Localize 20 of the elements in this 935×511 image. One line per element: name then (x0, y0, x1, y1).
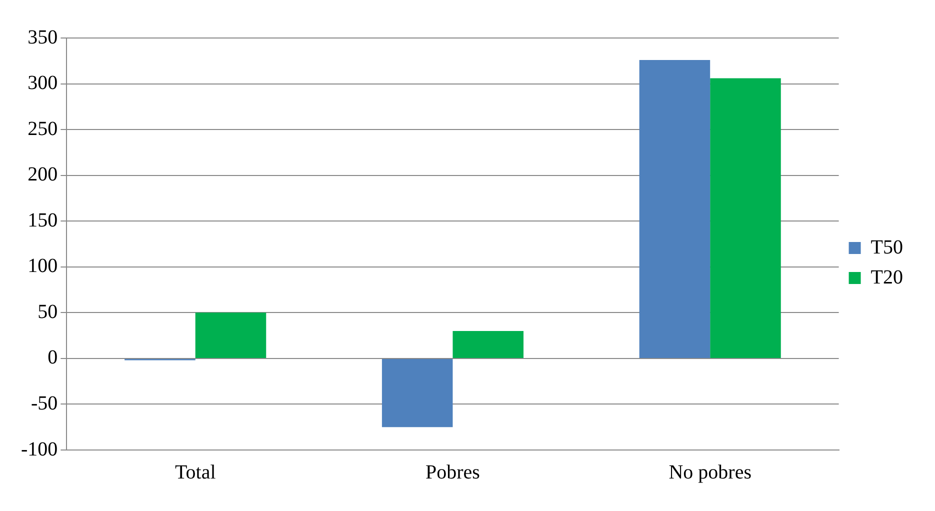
bar (452, 330, 524, 358)
x-tick-label: Total (174, 461, 216, 484)
y-tick-label: 100 (28, 255, 58, 278)
x-tick-label: No pobres (668, 461, 752, 484)
y-tick-label: 250 (28, 118, 58, 140)
legend-label: T20 (870, 266, 903, 288)
bar (195, 312, 266, 358)
bar (639, 60, 710, 358)
bar (710, 78, 781, 358)
y-tick-label: 0 (48, 346, 58, 369)
y-tick-label: 350 (28, 26, 58, 48)
y-tick-label: 200 (28, 164, 58, 186)
y-tick-label: -100 (20, 438, 58, 460)
y-tick-label: -50 (30, 392, 58, 414)
x-tick-label: Pobres (425, 461, 480, 484)
y-tick-label: 300 (28, 72, 58, 94)
y-tick-label: 50 (38, 300, 58, 323)
bar (382, 358, 453, 428)
y-tick-label: 150 (28, 209, 58, 232)
legend-label: T50 (870, 236, 903, 258)
